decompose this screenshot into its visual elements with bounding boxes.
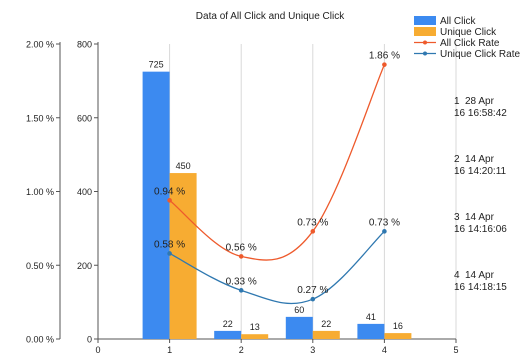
y-tick-label: 800	[77, 40, 92, 50]
bar-value-label: 13	[250, 322, 260, 332]
line-value-label: 0.58 %	[154, 239, 185, 250]
annotation-date: 14 Apr	[465, 212, 495, 223]
annotation-time: 16 16:58:42	[454, 108, 507, 119]
y-tick-label: 400	[77, 187, 92, 197]
x-tick-label: 1	[167, 345, 172, 355]
line-value-label: 0.27 %	[297, 285, 328, 296]
bar-all-click	[214, 330, 242, 339]
y-tick-label: 0	[87, 335, 92, 345]
y2-tick-label: 1.00 %	[26, 187, 54, 197]
y2-tick-label: 0.00 %	[26, 335, 54, 345]
legend-marker-unique-click-rate	[423, 51, 427, 56]
bar-unique-click	[384, 333, 412, 339]
y2-tick-label: 0.50 %	[26, 261, 54, 271]
point-unique-click-rate	[382, 229, 387, 234]
line-value-label: 0.73 %	[369, 217, 400, 228]
bar-all-click	[285, 316, 313, 339]
annotation-index: 3	[454, 212, 460, 223]
line-unique-click-rate	[169, 230, 385, 305]
annotation-date: 14 Apr	[465, 154, 495, 165]
point-all-click-rate	[382, 62, 387, 67]
annotation-time: 16 14:18:15	[454, 282, 507, 293]
point-unique-click-rate	[310, 296, 316, 302]
legend-label-all-click-rate: All Click Rate	[440, 38, 500, 49]
y2-tick-label: 2.00 %	[26, 40, 54, 50]
chart-title: Data of All Click and Unique Click	[196, 11, 345, 22]
annotation-date: 28 Apr	[465, 96, 495, 107]
bar-value-label: 725	[149, 60, 164, 70]
line-value-label: 0.94 %	[154, 186, 185, 197]
annotation-time: 16 14:16:06	[454, 224, 507, 235]
bar-value-label: 22	[223, 319, 233, 329]
annotation-date: 14 Apr	[465, 270, 495, 281]
bar-all-click	[357, 323, 385, 339]
annotation-index: 1	[454, 96, 460, 107]
x-tick-label: 5	[453, 345, 458, 355]
legend-label-unique-click: Unique Click	[440, 27, 497, 38]
x-tick-label: 3	[310, 345, 315, 355]
data-labels-layer: 725 22 60 41 450 13 22 16 0.94 % 0.56 % 0.73 % 1.86…	[149, 51, 403, 333]
legend-swatch-unique-click	[414, 27, 436, 36]
annotation-time: 16 14:20:11	[454, 166, 507, 177]
point-all-click-rate	[238, 254, 244, 259]
legend-marker-all-click-rate	[423, 40, 427, 45]
legend-label-all-click: All Click	[440, 16, 477, 27]
bar-unique-click	[312, 330, 340, 339]
legend-label-unique-click-rate: Unique Click Rate	[440, 49, 520, 60]
line-all-click-rate	[169, 64, 385, 261]
x-tick-label: 4	[382, 345, 387, 355]
bar-all-click	[142, 71, 170, 339]
y-tick-label: 200	[77, 261, 92, 271]
point-all-click-rate	[310, 229, 316, 234]
lines-layer	[167, 62, 387, 305]
y-tick-label: 600	[77, 113, 92, 123]
x-tick-label: 2	[239, 345, 244, 355]
line-value-label: 0.33 %	[226, 276, 257, 287]
point-all-click-rate	[167, 198, 172, 203]
bar-value-label: 41	[366, 312, 376, 322]
point-unique-click-rate	[167, 251, 172, 256]
point-unique-click-rate	[238, 288, 244, 293]
x-tick-label: 0	[95, 345, 100, 355]
bar-unique-click	[241, 334, 269, 339]
bars-layer	[142, 71, 412, 339]
line-value-label: 0.73 %	[297, 217, 328, 228]
line-value-label: 1.86 %	[369, 51, 400, 62]
line-value-label: 0.56 %	[226, 242, 257, 253]
legend-swatch-all-click	[414, 16, 436, 25]
bar-value-label: 22	[321, 319, 331, 329]
bar-value-label: 60	[294, 305, 304, 315]
bar-value-label: 450	[176, 161, 191, 171]
annotation-index: 4	[454, 270, 460, 281]
bar-value-label: 16	[393, 321, 403, 331]
annotation-index: 2	[454, 154, 460, 165]
y2-tick-label: 1.50 %	[26, 113, 54, 123]
